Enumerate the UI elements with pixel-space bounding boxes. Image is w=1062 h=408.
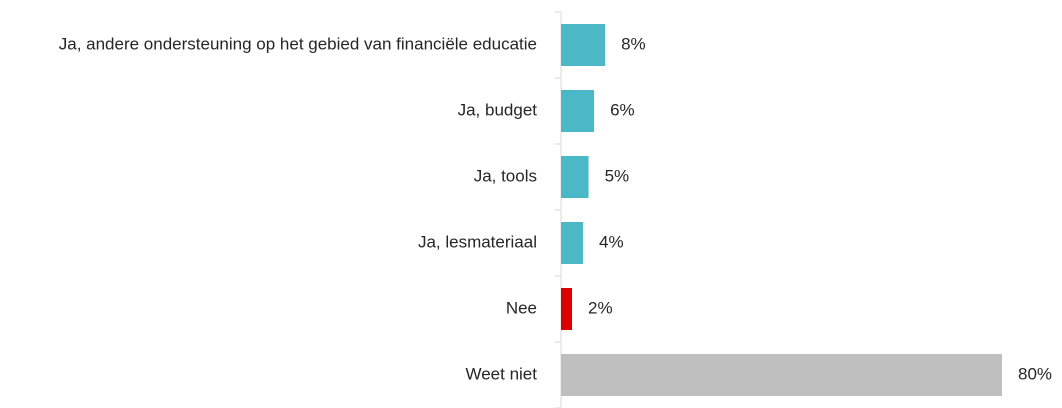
bar: [561, 222, 584, 264]
category-text: Nee: [505, 298, 537, 318]
bar: [561, 24, 606, 66]
category-text: Ja, andere ondersteuning op het gebied v…: [58, 34, 537, 54]
category-label: Nee: [32, 298, 537, 321]
value-label: 80%: [1018, 364, 1052, 383]
category-label: Weet niet: [32, 364, 537, 387]
category-text: Ja, budget: [457, 100, 537, 120]
bar: [561, 156, 589, 198]
category-text: Ja, lesmateriaal: [417, 232, 537, 252]
value-label: 4%: [599, 232, 624, 251]
value-label: 2%: [588, 298, 613, 317]
category-label: Ja, lesmateriaal: [32, 232, 537, 255]
bar: [561, 354, 1002, 396]
bar: [561, 90, 595, 132]
category-text: Weet niet: [465, 364, 537, 384]
category-label: Ja, tools: [32, 166, 537, 189]
value-label: 5%: [605, 166, 630, 185]
category-text: Ja, tools: [473, 166, 537, 186]
category-label: Ja, budget: [32, 100, 537, 123]
value-label: 8%: [621, 34, 646, 53]
category-label: Ja, andere ondersteuning op het gebied v…: [32, 34, 537, 57]
value-label: 6%: [610, 100, 635, 119]
bar: [561, 288, 573, 330]
